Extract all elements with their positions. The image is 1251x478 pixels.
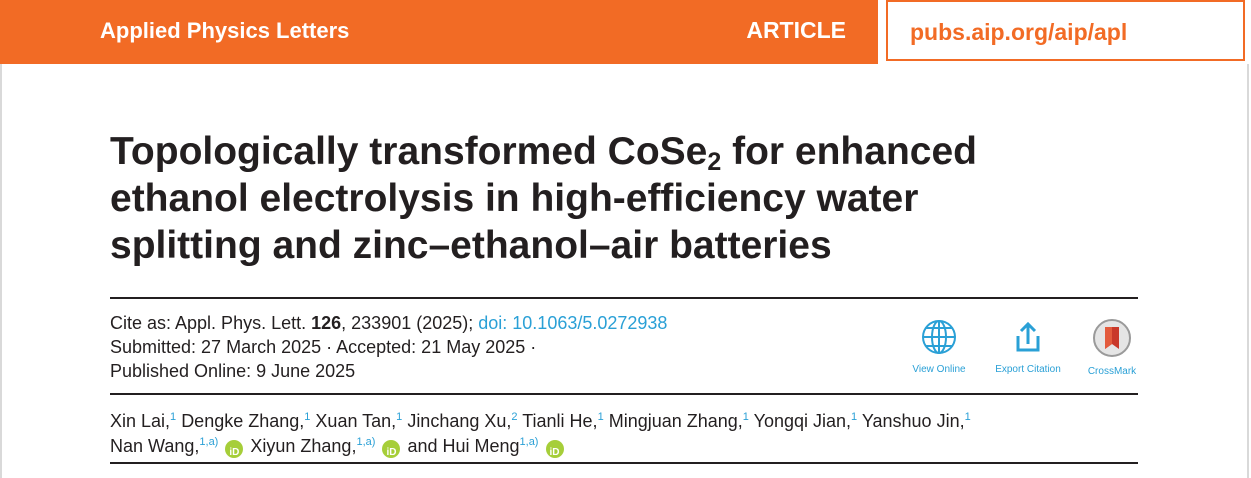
author-name[interactable]: Jinchang Xu, bbox=[407, 411, 512, 431]
author-name[interactable]: Xuan Tan, bbox=[315, 411, 397, 431]
author-name[interactable]: Dengke Zhang, bbox=[181, 411, 305, 431]
orcid-icon[interactable]: iD bbox=[382, 440, 401, 458]
author-affiliation[interactable]: 1,a) bbox=[356, 436, 376, 448]
export-icon bbox=[1016, 321, 1040, 352]
title-subscript: 2 bbox=[707, 148, 722, 176]
published-line: Published Online: 9 June 2025 bbox=[110, 361, 356, 381]
author-line-2: Nan Wang,1,a) iD Xiyun Zhang,1,a) iD and… bbox=[110, 434, 1140, 459]
crossmark-button[interactable]: CrossMark bbox=[1067, 318, 1157, 377]
view-online-label: View Online bbox=[912, 364, 966, 375]
author-name[interactable]: Nan Wang, bbox=[110, 436, 200, 456]
globe-icon bbox=[922, 320, 956, 354]
author-name[interactable]: Xiyun Zhang, bbox=[245, 436, 357, 456]
crossmark-label: CrossMark bbox=[1087, 366, 1137, 377]
divider-bottom bbox=[110, 462, 1138, 464]
article-title: Topologically transformed CoSe2 for enha… bbox=[110, 128, 1130, 269]
cite-line: Cite as: Appl. Phys. Lett. 126, 233901 (… bbox=[110, 313, 668, 333]
view-online-button[interactable]: View Online bbox=[894, 318, 984, 375]
divider-top bbox=[110, 297, 1138, 299]
author-affiliation[interactable]: 2 bbox=[511, 411, 518, 423]
author-affiliation[interactable]: 1 bbox=[964, 411, 971, 423]
author-name[interactable]: Yongqi Jian, bbox=[753, 411, 852, 431]
title-line-3: splitting and zinc–ethanol–air batteries bbox=[110, 224, 832, 267]
orcid-icon[interactable]: iD bbox=[545, 440, 564, 458]
export-citation-label: Export Citation bbox=[995, 364, 1061, 375]
author-list: Xin Lai,1 Dengke Zhang,1 Xuan Tan,1 Jinc… bbox=[110, 409, 1140, 459]
author-affiliation[interactable]: 1 bbox=[396, 411, 403, 423]
author-name[interactable]: Mingjuan Zhang, bbox=[608, 411, 743, 431]
author-affiliation[interactable]: 1 bbox=[170, 411, 177, 423]
author-name[interactable]: and Hui Meng bbox=[402, 436, 520, 456]
export-citation-button[interactable]: Export Citation bbox=[983, 318, 1073, 375]
title-line-2: ethanol electrolysis in high-efficiency … bbox=[110, 177, 919, 220]
doi-link[interactable]: doi: 10.1063/5.0272938 bbox=[478, 313, 668, 333]
divider-middle bbox=[110, 393, 1138, 395]
author-affiliation[interactable]: 1,a) bbox=[199, 436, 219, 448]
journal-url-box[interactable]: pubs.aip.org/aip/apl bbox=[886, 0, 1245, 61]
author-line-1: Xin Lai,1 Dengke Zhang,1 Xuan Tan,1 Jinc… bbox=[110, 409, 1140, 434]
submitted-line: Submitted: 27 March 2025 · Accepted: 21 … bbox=[110, 337, 537, 357]
journal-name[interactable]: Applied Physics Letters bbox=[100, 18, 350, 43]
journal-banner: Applied Physics Letters ARTICLE bbox=[0, 0, 878, 64]
author-name[interactable]: Yanshuo Jin, bbox=[861, 411, 965, 431]
author-affiliation[interactable]: 1 bbox=[851, 411, 858, 423]
author-affiliation[interactable]: 1 bbox=[597, 411, 604, 423]
author-affiliation[interactable]: 1 bbox=[742, 411, 749, 423]
title-line-1: Topologically transformed CoSe2 for enha… bbox=[110, 130, 977, 176]
author-name[interactable]: Tianli He, bbox=[522, 411, 598, 431]
author-name[interactable]: Xin Lai, bbox=[110, 411, 171, 431]
journal-url[interactable]: pubs.aip.org/aip/apl bbox=[910, 19, 1128, 45]
frame-left-border bbox=[0, 64, 2, 478]
author-affiliation[interactable]: 1 bbox=[304, 411, 311, 423]
crossmark-icon bbox=[1093, 319, 1131, 357]
citation-block: Cite as: Appl. Phys. Lett. 126, 233901 (… bbox=[110, 311, 667, 383]
article-type: ARTICLE bbox=[746, 17, 846, 43]
orcid-icon[interactable]: iD bbox=[225, 440, 244, 458]
volume-number: 126 bbox=[311, 313, 342, 333]
author-affiliation[interactable]: 1,a) bbox=[519, 436, 539, 448]
frame-right-border bbox=[1247, 64, 1249, 478]
journal-header: Applied Physics Letters ARTICLE pubs.aip… bbox=[0, 0, 1251, 64]
